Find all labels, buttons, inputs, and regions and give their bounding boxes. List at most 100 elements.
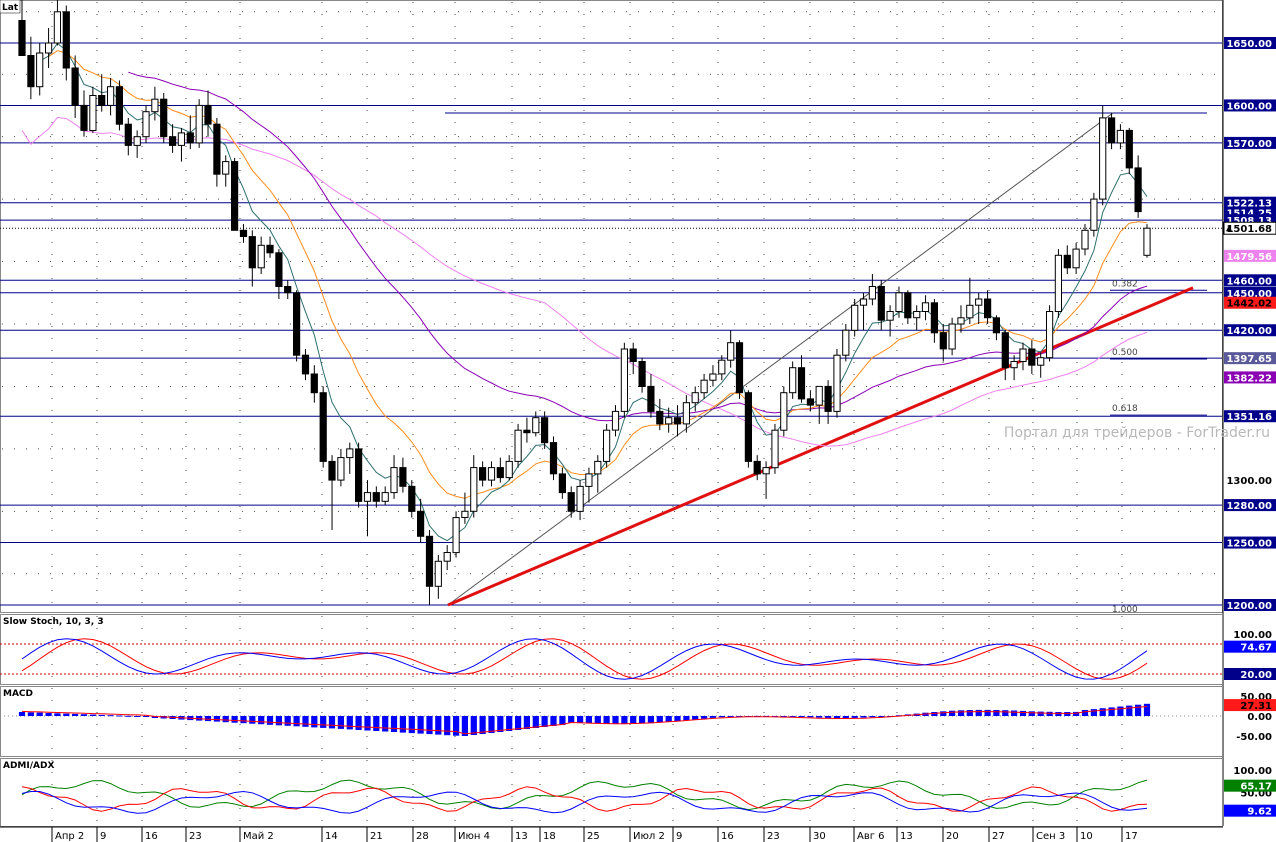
candle-body	[877, 286, 885, 321]
candle-body	[319, 392, 327, 462]
macd-histogram-bar	[957, 710, 965, 716]
macd-histogram-bar	[54, 713, 61, 716]
macd-histogram-bar	[674, 716, 681, 722]
time-tick-label: 9	[100, 831, 106, 842]
candle-body	[89, 95, 97, 131]
stochastic-pane[interactable]: Slow Stoch, 10, 3, 3 100.00 74.67 20.00	[0, 614, 1276, 685]
macd-histogram-bar	[89, 714, 96, 716]
macd-histogram-bar	[346, 716, 353, 730]
price-level-badge	[1224, 599, 1276, 611]
candle-body	[1010, 361, 1018, 369]
macd-histogram-bar	[1037, 711, 1044, 716]
candle-body	[727, 342, 735, 361]
macd-histogram-bar	[639, 716, 646, 724]
adx-badge-label: 9.62	[1247, 807, 1272, 818]
price-level-badge	[1224, 136, 1276, 149]
macd-histogram-bar	[373, 716, 380, 731]
macd-histogram-bar	[1019, 710, 1027, 716]
candle-body	[992, 317, 1000, 334]
time-tick-label: 23	[767, 831, 780, 842]
candle-body	[425, 535, 434, 587]
macd-badge-label: 27.31	[1240, 701, 1272, 712]
macd-histogram-bar	[1064, 712, 1071, 716]
candle-body	[576, 485, 584, 512]
macd-histogram-bar	[860, 716, 867, 718]
time-tick-label: 30	[813, 831, 826, 842]
candle-body	[1001, 332, 1009, 369]
macd-histogram-bar	[851, 716, 858, 718]
macd-histogram-bar	[993, 710, 1000, 716]
candle-body	[496, 467, 504, 479]
macd-pane[interactable]: MACD 50.00 0.00 -50.00 27.31	[0, 686, 1276, 757]
macd-histogram-bar	[470, 716, 477, 735]
macd-histogram-bar	[656, 716, 663, 723]
time-tick-label: 28	[416, 831, 429, 842]
price-level-badge-label: 1522.13	[1226, 199, 1272, 210]
candle-body	[532, 417, 540, 434]
time-tick-label: 17	[1125, 831, 1138, 842]
price-level-badge-label: 1600.00	[1226, 101, 1272, 112]
macd-histogram-bar	[302, 716, 309, 727]
macd-histogram-bar	[692, 716, 699, 720]
macd-histogram-bar	[842, 716, 849, 718]
time-tick-label: 21	[370, 831, 383, 842]
macd-histogram-bar	[683, 716, 690, 721]
price-level-badge	[1224, 286, 1276, 299]
adx-plus-di-line	[21, 779, 1148, 811]
candle-body	[133, 136, 141, 146]
macd-histogram-bar	[825, 716, 832, 718]
ma-slow-line	[128, 71, 1148, 422]
macd-histogram-bar	[1002, 710, 1009, 716]
candle-body	[390, 467, 398, 494]
indicator-badge	[1224, 352, 1276, 365]
macd-badge	[1224, 699, 1276, 712]
candle-body	[372, 492, 380, 502]
time-tick-label: Апр 2	[55, 831, 84, 842]
macd-histogram-bar	[80, 714, 88, 716]
candle-body	[567, 492, 575, 512]
candle-body	[363, 492, 372, 502]
candle-body	[71, 67, 79, 106]
macd-histogram-bar	[1028, 711, 1035, 716]
candle-body	[700, 379, 708, 394]
macd-histogram-bar	[550, 716, 557, 726]
macd-histogram-bar	[116, 715, 123, 717]
fib-level-label: 0.618	[1112, 404, 1138, 414]
macd-histogram-bar	[461, 716, 468, 736]
candle-body	[248, 236, 256, 269]
macd-histogram-bar	[293, 716, 300, 727]
macd-histogram-bar	[1073, 711, 1080, 716]
macd-histogram-bar	[559, 716, 566, 725]
candle-body	[1116, 129, 1125, 144]
macd-histogram-bar	[869, 716, 876, 718]
macd-histogram-bar	[134, 716, 141, 717]
candle-body	[107, 86, 115, 106]
price-level-badge	[1224, 410, 1276, 423]
candle-body	[505, 460, 513, 479]
candle-body	[53, 11, 61, 44]
indicator-badge-label: 1382.22	[1226, 373, 1272, 384]
candle-body	[975, 298, 983, 306]
macd-histogram-bar	[647, 716, 654, 724]
indicator-badge-label: 1479.56	[1226, 252, 1272, 263]
macd-histogram-bar	[258, 716, 265, 725]
price-level-badge-label: 1200.00	[1226, 601, 1272, 612]
macd-histogram-bar	[72, 713, 79, 716]
candle-body	[1143, 227, 1151, 256]
candle-body	[434, 560, 442, 587]
macd-histogram-bar	[798, 716, 805, 717]
macd-histogram-bar	[213, 716, 220, 722]
macd-histogram-bar	[231, 716, 238, 723]
macd-histogram-bar	[665, 716, 672, 722]
macd-histogram-bar	[568, 716, 575, 723]
ma-pink-line	[21, 116, 1148, 447]
candle-body	[620, 348, 628, 412]
candle-body	[638, 361, 646, 387]
macd-histogram-bar	[515, 716, 522, 730]
macd-histogram-bar	[444, 716, 451, 736]
macd-histogram-bar	[249, 716, 256, 724]
